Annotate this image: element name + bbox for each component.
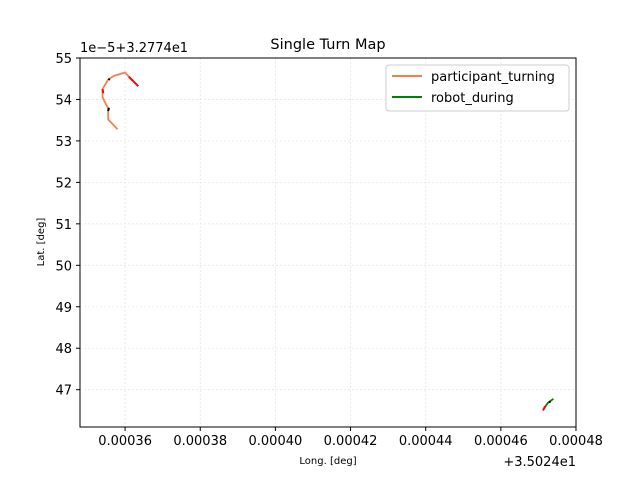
y-axis-label: Lat. [deg] [36, 218, 47, 267]
y-tick-label: 47 [55, 384, 72, 399]
legend: participant_turning robot_during [385, 64, 570, 112]
x-tick-label: 0.00044 [399, 434, 453, 449]
y-tick-label: 51 [55, 218, 72, 233]
y-tick-label: 52 [55, 176, 72, 191]
segment-marker [107, 107, 110, 112]
y-tick-label: 49 [55, 301, 72, 316]
x-tick-label: 0.00048 [549, 434, 603, 449]
x-tick-label: 0.00036 [98, 434, 152, 449]
segment-marker [101, 88, 105, 94]
segment-marker [107, 78, 111, 81]
x-tick-label: 0.00042 [324, 434, 378, 449]
x-offset-label: +3.5024e1 [503, 455, 576, 470]
y-tick-label: 54 [55, 93, 72, 108]
y-offset-label: 1e−5+3.2774e1 [80, 41, 188, 56]
x-axis: 0.00036 0.00038 0.00040 0.00042 0.00044 0.000… [98, 427, 603, 449]
y-axis: 47 48 49 50 51 52 53 54 55 [55, 52, 80, 399]
x-axis-label: Long. [deg] [299, 456, 356, 467]
legend-label-robot-during: robot_during [431, 91, 514, 106]
chart-title: Single Turn Map [270, 37, 385, 53]
x-tick-label: 0.00046 [474, 434, 528, 449]
segment-marker [548, 400, 552, 404]
x-tick-label: 0.00038 [173, 434, 227, 449]
y-tick-label: 48 [55, 342, 72, 357]
y-tick-label: 53 [55, 135, 72, 150]
legend-box [385, 64, 570, 112]
x-tick-label: 0.00040 [249, 434, 303, 449]
segment-marker [542, 405, 547, 411]
y-tick-label: 55 [55, 52, 72, 67]
plot-frame [79, 57, 577, 428]
legend-label-participant-turning: participant_turning [431, 70, 555, 85]
y-tick-label: 50 [55, 259, 72, 274]
series-layer [101, 71, 554, 411]
segment-marker [128, 75, 139, 87]
plot-area: 0.00036 0.00038 0.00040 0.00042 0.00044 0.000… [55, 52, 602, 449]
